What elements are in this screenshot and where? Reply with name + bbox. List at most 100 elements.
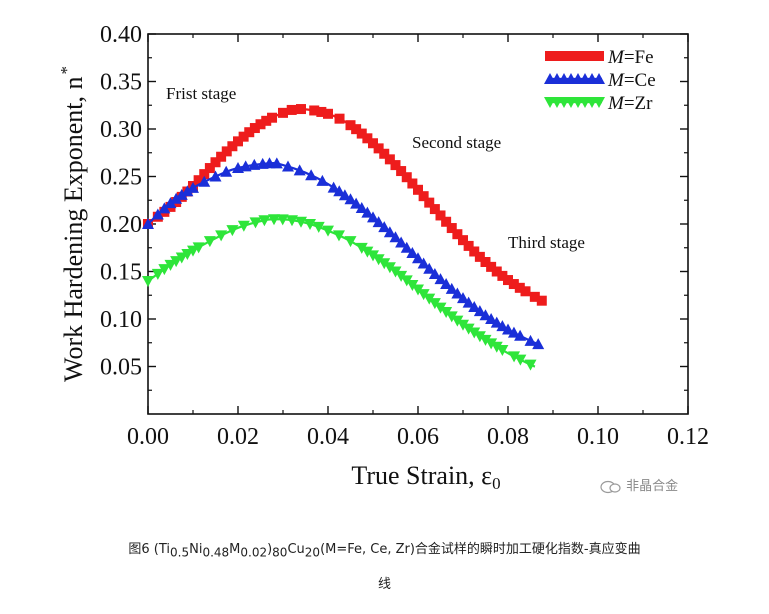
- legend-entry: M=Ce: [544, 70, 656, 91]
- data-point: [412, 284, 424, 296]
- data-point: [497, 270, 508, 281]
- data-point: [181, 185, 194, 197]
- data-point: [490, 316, 503, 328]
- data-point: [417, 257, 430, 269]
- data-point: [532, 338, 545, 350]
- data-point: [507, 326, 520, 338]
- data-point: [338, 189, 351, 201]
- data-point: [389, 266, 402, 278]
- data-point: [323, 108, 333, 119]
- data-point: [508, 279, 519, 290]
- data-point: [227, 141, 238, 152]
- data-point: [446, 223, 457, 234]
- data-point: [193, 175, 204, 186]
- data-point: [529, 291, 540, 302]
- data-point: [350, 197, 363, 209]
- legend-entry: M=Zr: [544, 93, 653, 114]
- annotation-second-stage: Second stage: [412, 133, 501, 152]
- data-point: [355, 242, 368, 254]
- data-point: [233, 136, 243, 147]
- data-point: [486, 261, 497, 272]
- data-point: [401, 172, 412, 183]
- data-point: [428, 298, 441, 310]
- data-point: [270, 157, 283, 169]
- data-point: [429, 204, 440, 215]
- data-point: [267, 112, 278, 123]
- data-point: [423, 262, 436, 274]
- data-point: [457, 319, 469, 331]
- x-tick-label: 0.10: [577, 424, 619, 450]
- data-point: [502, 323, 514, 335]
- chat-bubble-icon: [600, 480, 621, 493]
- x-tick-label: 0.06: [397, 424, 439, 450]
- tick-labels: 0.00 0.02 0.04 0.06 0.08 0.10 0.12 0.05 0.10 0.15…: [100, 22, 709, 450]
- data-point: [345, 120, 356, 131]
- y-tick-label: 0.15: [100, 260, 142, 286]
- data-point: [440, 306, 453, 318]
- data-point: [199, 169, 210, 180]
- data-point: [268, 214, 280, 226]
- data-point: [198, 175, 211, 187]
- data-point: [367, 211, 379, 223]
- data-point: [309, 105, 320, 116]
- data-point: [441, 216, 452, 227]
- data-point: [474, 251, 485, 262]
- data-point: [428, 268, 441, 280]
- data-point: [445, 311, 458, 323]
- data-point: [469, 246, 480, 257]
- x-axis-label: True Strain, ε0: [351, 461, 500, 493]
- data-point: [451, 287, 464, 299]
- data-point: [468, 327, 481, 339]
- data-point: [305, 169, 318, 181]
- y-tick-label: 0.40: [100, 22, 142, 48]
- data-point: [496, 345, 509, 357]
- data-point: [407, 178, 418, 189]
- data-point: [473, 331, 486, 343]
- data-point: [344, 193, 357, 205]
- legend-marker: [566, 51, 576, 61]
- data-point: [524, 359, 537, 371]
- data-point: [356, 128, 367, 139]
- data-point: [418, 191, 429, 202]
- legend-marker: [552, 51, 562, 61]
- data-point: [361, 246, 374, 258]
- x-tick-label: 0.04: [307, 424, 349, 450]
- legend-label: M=Zr: [607, 93, 653, 114]
- data-point: [378, 258, 391, 270]
- legend-marker: [573, 51, 583, 61]
- data-point: [372, 216, 385, 228]
- data-point: [334, 113, 345, 124]
- data-point: [244, 127, 255, 138]
- figure-caption-continued: 线: [377, 577, 391, 592]
- data-point: [480, 257, 491, 267]
- data-point: [164, 197, 177, 209]
- data-point: [462, 296, 475, 308]
- data-point: [239, 160, 252, 172]
- data-point: [490, 341, 503, 353]
- data-point: [278, 107, 288, 118]
- data-point: [158, 202, 171, 214]
- data-point: [463, 240, 474, 251]
- y-tick-label: 0.05: [100, 355, 142, 381]
- data-point: [210, 157, 221, 168]
- data-point: [333, 185, 346, 197]
- data-point: [351, 124, 362, 135]
- data-point: [327, 181, 340, 193]
- legend: M=FeM=CeM=Zr: [544, 47, 656, 114]
- data-point: [362, 133, 373, 144]
- data-point: [485, 313, 498, 325]
- data-point: [520, 286, 531, 297]
- data-point: [175, 188, 188, 200]
- data-point: [170, 256, 183, 268]
- data-point: [384, 154, 395, 165]
- data-point: [286, 215, 298, 227]
- data-point: [344, 236, 357, 248]
- y-tick-label: 0.30: [100, 117, 142, 143]
- watermark: 非晶合金: [600, 475, 678, 494]
- data-point: [293, 164, 306, 176]
- annotation-third-stage: Third stage: [508, 233, 585, 252]
- data-point: [151, 268, 164, 280]
- data-point: [249, 217, 262, 229]
- data-point: [226, 225, 239, 237]
- data-point: [164, 259, 177, 271]
